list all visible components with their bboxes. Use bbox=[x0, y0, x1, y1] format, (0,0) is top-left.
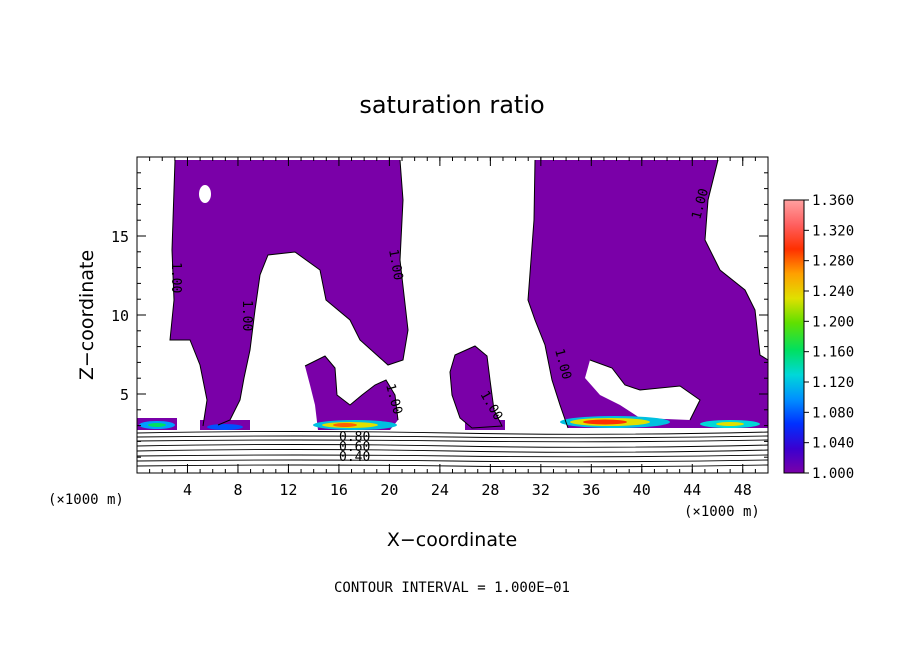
x-axis: 4 8 12 16 20 24 28 32 36 40 44 48 bbox=[149, 157, 756, 499]
supersat-pocket bbox=[716, 422, 744, 426]
contour-label: 0.60 bbox=[339, 440, 370, 455]
colorbar-label: 1.080 bbox=[812, 405, 854, 421]
x-unit-label: (×1000 m) bbox=[48, 492, 124, 508]
supersat-pocket bbox=[148, 423, 166, 427]
cloud-region-left bbox=[170, 160, 408, 426]
colorbar-label: 1.320 bbox=[812, 223, 854, 239]
x-tick-label: 24 bbox=[431, 481, 449, 499]
x-tick-label: 40 bbox=[633, 481, 651, 499]
colorbar-label: 1.120 bbox=[812, 375, 854, 391]
colorbar bbox=[783, 199, 805, 474]
contour-interval-note: CONTOUR INTERVAL = 1.000E−01 bbox=[334, 580, 570, 596]
cloud-hole bbox=[199, 185, 211, 203]
y-tick-label: 15 bbox=[111, 228, 129, 246]
cloud-contours bbox=[169, 159, 768, 429]
y-axis-label: Z−coordinate bbox=[76, 250, 98, 380]
colorbar-label: 1.280 bbox=[812, 254, 854, 270]
x-tick-label: 36 bbox=[582, 481, 600, 499]
x-axis-label: X−coordinate bbox=[387, 529, 517, 551]
x-tick-label: 16 bbox=[330, 481, 348, 499]
cloud-region-right bbox=[528, 160, 768, 428]
colorbar-label: 1.000 bbox=[812, 466, 854, 482]
x-tick-label: 28 bbox=[481, 481, 499, 499]
colorbar-label: 1.160 bbox=[812, 345, 854, 361]
colorbar-label: 1.200 bbox=[812, 314, 854, 330]
x-tick-label: 12 bbox=[279, 481, 297, 499]
colorbar-label: 1.040 bbox=[812, 436, 854, 452]
x-tick-label: 48 bbox=[734, 481, 752, 499]
contour-label: 1.00 bbox=[168, 262, 183, 293]
y-axis: 5 10 15 bbox=[111, 172, 768, 458]
y-tick-label: 10 bbox=[111, 307, 129, 325]
contour-label: 0.80 bbox=[339, 430, 370, 445]
lower-contours bbox=[137, 431, 768, 468]
colorbar-label: 1.240 bbox=[812, 284, 854, 300]
x-tick-label: 4 bbox=[183, 481, 192, 499]
x-unit-label-right: (×1000 m) bbox=[684, 504, 760, 520]
contour-label: 1.00 bbox=[385, 248, 405, 281]
chart-title: saturation ratio bbox=[359, 91, 544, 119]
contour-label: 0.40 bbox=[339, 450, 370, 465]
contour-label: 1.00 bbox=[239, 300, 254, 331]
x-tick-label: 20 bbox=[380, 481, 398, 499]
x-tick-label: 32 bbox=[532, 481, 550, 499]
supersat-pocket bbox=[583, 419, 627, 425]
x-tick-label: 44 bbox=[683, 481, 701, 499]
cloud-patch bbox=[465, 420, 505, 430]
supersat-pocket bbox=[333, 423, 357, 427]
cloud-region-mid-2 bbox=[450, 346, 502, 428]
x-tick-label: 8 bbox=[233, 481, 242, 499]
supersat-pocket bbox=[207, 424, 243, 430]
cloud-region-mid-1 bbox=[305, 356, 398, 430]
colorbar-labels: 1.360 1.320 1.280 1.240 1.200 1.160 1.120 1.080… bbox=[804, 193, 854, 482]
colorbar-label: 1.360 bbox=[812, 193, 854, 209]
y-tick-label: 5 bbox=[120, 386, 129, 404]
plot-area: 1.00 1.00 1.00 1.00 1.00 1.00 1.00 0.80 … bbox=[137, 159, 768, 468]
